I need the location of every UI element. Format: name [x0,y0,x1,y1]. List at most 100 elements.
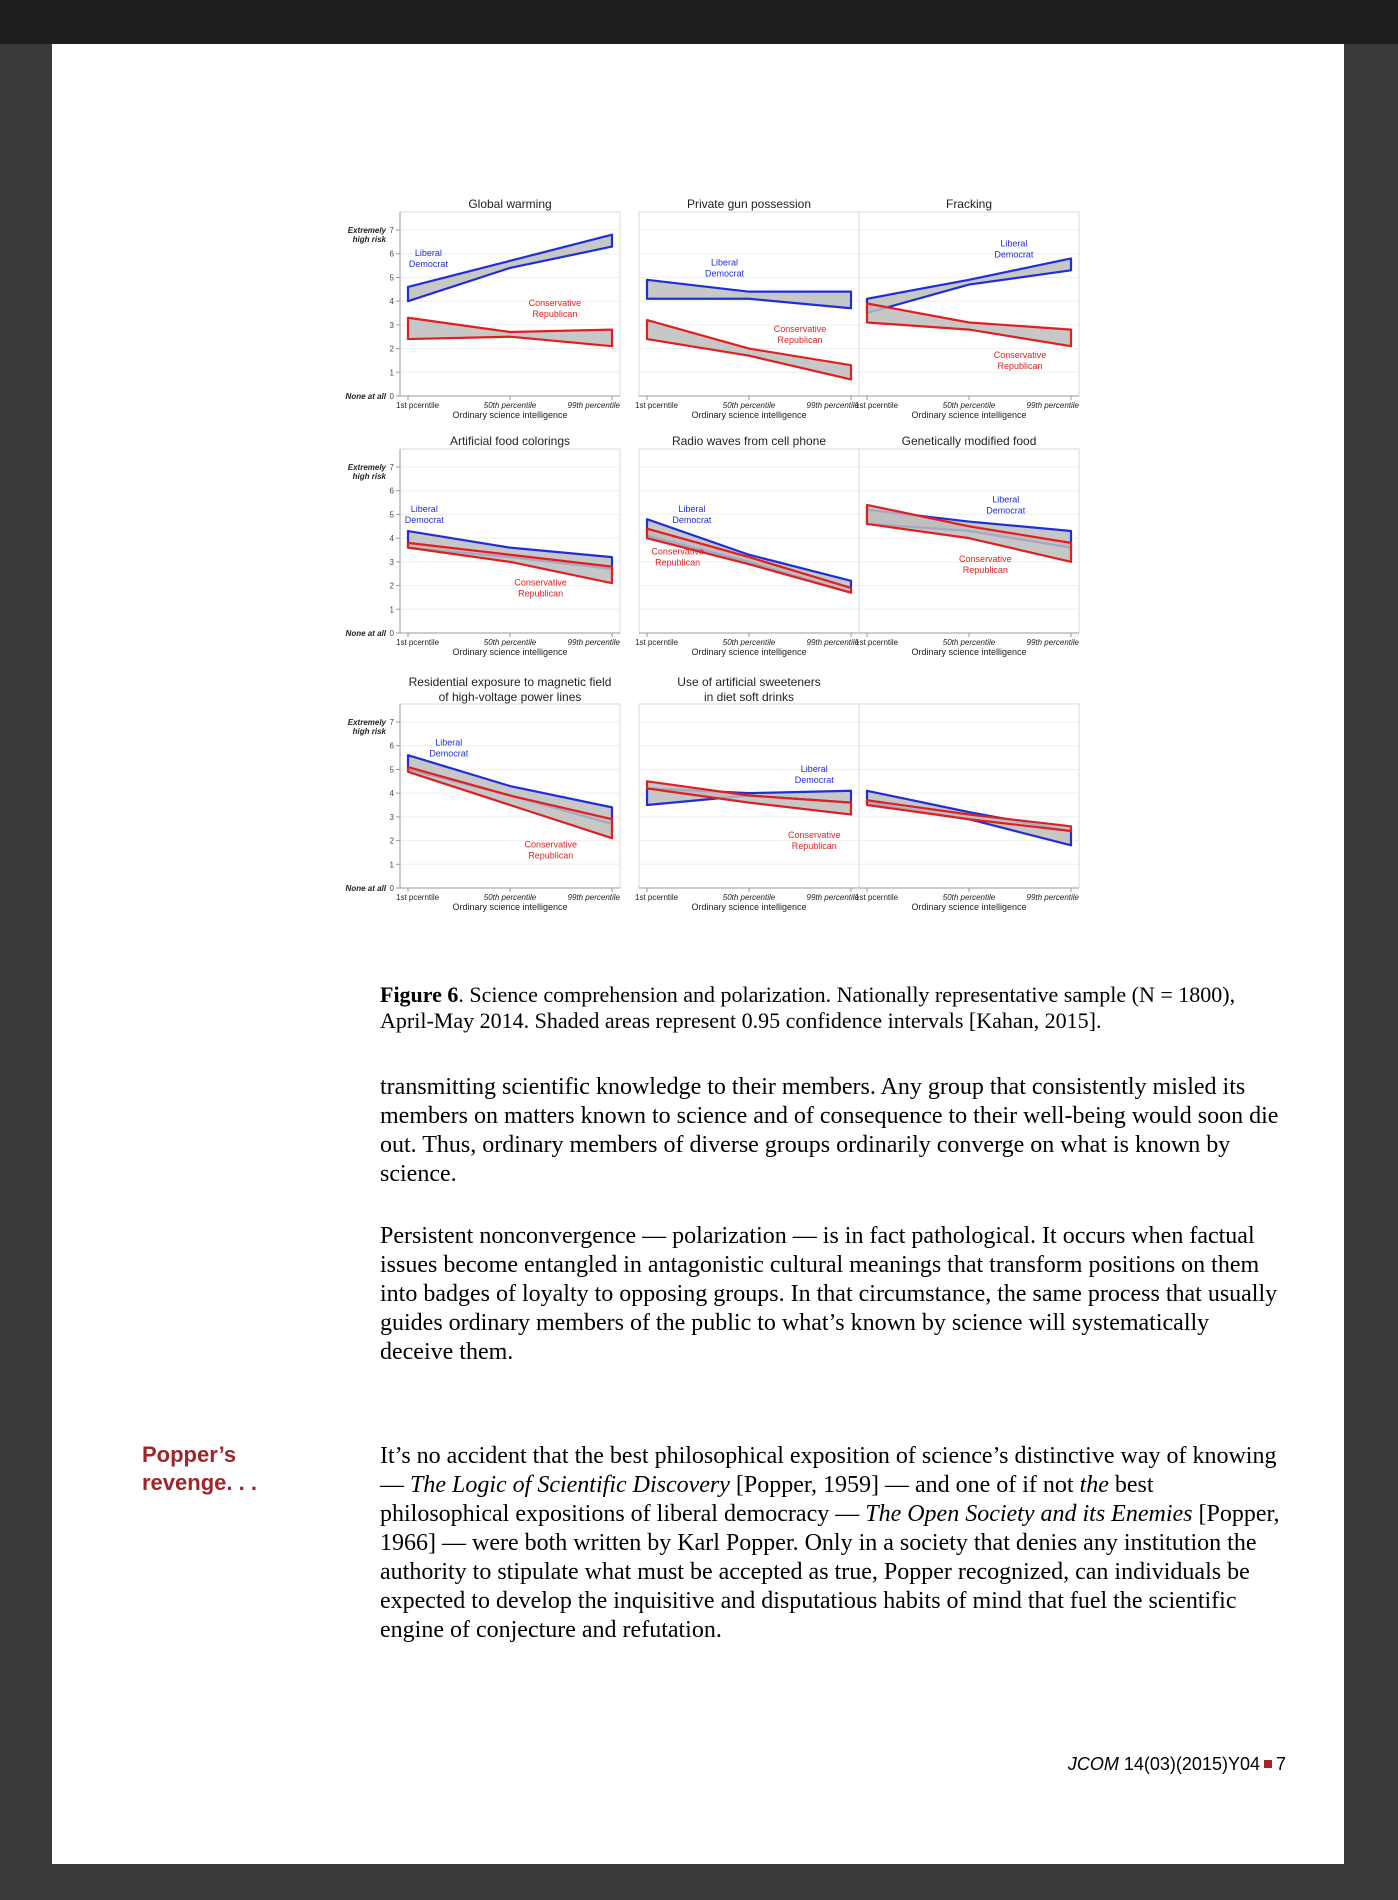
plot-frame [399,211,621,397]
x-tick-label: 1st pcerntile [855,638,899,647]
x-tick-label: 1st pcerntile [635,638,679,647]
y-tick-label: 5 [390,273,395,282]
x-tick-label: 99th percentile [807,401,860,410]
y-tick-label: 7 [390,226,395,235]
y-label-top: Extremely [348,463,387,472]
series-label-line-2: Democrat [986,506,1026,516]
y-label-top-line-2: high risk [353,472,387,481]
y-tick-label: 5 [390,765,395,774]
y-label-top-line-2: high risk [353,727,387,736]
y-tick-label: 5 [390,510,395,519]
body-paragraph-2: Persistent nonconvergence — polarization… [380,1223,1278,1365]
series-label-line-2: Democrat [405,515,445,525]
x-tick-label: 1st pcerntile [396,401,440,410]
x-axis-label: Ordinary science intelligence [911,902,1026,912]
body-paragraph-1: transmitting scientific knowledge to the… [380,1074,1279,1187]
x-tick-label: 99th percentile [807,893,860,902]
y-tick-label: 6 [390,742,395,751]
confidence-band-1 [645,278,853,310]
series-label-line-2: Democrat [705,269,745,279]
x-tick-label: 99th percentile [1027,893,1080,902]
y-tick-label: 2 [390,582,395,591]
chart-panel-2: 1st pcerntile 50th percentile 99th percent… [635,197,860,420]
y-tick-label: 3 [390,813,395,822]
chart-panel-3: 1st pcerntile 50th percentile 99th percent… [855,197,1080,420]
p3-book-title-1: The Logic of Scientific Discovery [410,1472,730,1498]
chart-title: Residential exposure to magnetic field [409,675,612,689]
p3-emphasis: the [1079,1472,1109,1498]
series-label: Conservative [788,830,841,840]
y-label-top: Extremely [348,226,387,235]
y-tick-label: 6 [390,250,395,259]
y-label-top-line-2: high risk [353,235,387,244]
series-label-line-2: Democrat [429,749,469,759]
x-tick-label: 99th percentile [1027,401,1080,410]
margin-note-line-2: revenge. . . [142,1470,257,1495]
x-axis-label: Ordinary science intelligence [452,902,567,912]
x-tick-label: 50th percentile [484,401,537,410]
series-label: Liberal [411,504,438,514]
chart-title: Use of artificial sweeteners [677,675,820,689]
x-axis-label: Ordinary science intelligence [691,647,806,657]
confidence-band-2 [406,765,614,840]
page-number: 7 [1275,1754,1286,1774]
series-label: Liberal [992,495,1019,505]
x-tick-label: 99th percentile [807,638,860,647]
x-axis-label: Ordinary science intelligence [452,647,567,657]
series-label-line-2: Republican [518,589,563,599]
x-tick-label: 50th percentile [723,893,776,902]
chart-panel-6: 1st pcerntile 50th percentile 99th percent… [855,434,1080,657]
chart-title: Private gun possession [687,197,811,211]
page-footer: JCOM 14(03)(2015)Y04 7 [986,1754,1286,1775]
y-tick-label: 1 [390,368,395,377]
confidence-band-2 [645,527,853,594]
y-tick-label: 6 [390,487,395,496]
figure-label: Figure 6 [380,982,459,1007]
footer-reference: 14(03)(2015)Y04 [1123,1754,1260,1774]
y-tick-label: 2 [390,345,395,354]
series-label-line-2: Democrat [672,515,712,525]
chart-panel-9: 1st pcerntile 50th percentile 99th percent… [855,703,1080,912]
x-axis-label: Ordinary science intelligence [911,647,1026,657]
footer-square-icon [1263,1760,1272,1768]
series-label: Liberal [678,504,705,514]
y-tick-label: 4 [390,297,395,306]
series-label-line-2: Republican [963,565,1008,575]
viewer-top-bar [0,0,1398,44]
series-label: Conservative [959,554,1012,564]
chart-panel-5: 1st pcerntile 50th percentile 99th percent… [635,434,860,657]
y-tick-label: 7 [390,463,395,472]
p3-text-2: [Popper, 1959] — and one of if not [729,1472,1080,1498]
series-label-line-2: Republican [528,851,573,861]
x-tick-label: 99th percentile [568,401,621,410]
confidence-band-2 [865,503,1073,563]
p3-text-1: It’s no accident that the best philosoph… [380,1443,1277,1498]
x-axis-label: Ordinary science intelligence [691,902,806,912]
confidence-band-2 [865,799,1073,833]
confidence-band-2 [645,319,853,381]
y-tick-label: 3 [390,321,395,330]
y-label-top: Extremely [348,718,387,727]
x-axis-label: Ordinary science intelligence [452,410,567,420]
y-tick-label: 0 [390,392,395,401]
x-tick-label: 99th percentile [1027,638,1080,647]
confidence-band-1 [406,233,614,303]
x-tick-label: 50th percentile [723,401,776,410]
x-tick-label: 1st pcerntile [635,401,679,410]
series-label: Liberal [711,258,738,268]
figure-caption-text: . Science comprehension and polarization… [380,982,1236,1033]
confidence-band-2 [406,316,614,348]
chart-title: Radio waves from cell phone [672,434,826,448]
y-label-bottom: None at all [346,392,387,401]
series-label-line-2: Republican [532,309,577,319]
chart-title: Fracking [946,197,992,211]
x-tick-label: 50th percentile [943,893,996,902]
series-label-line-2: Republican [655,558,700,568]
series-label: Conservative [529,298,582,308]
x-tick-label: 50th percentile [943,401,996,410]
chart-title: Genetically modified food [902,434,1037,448]
